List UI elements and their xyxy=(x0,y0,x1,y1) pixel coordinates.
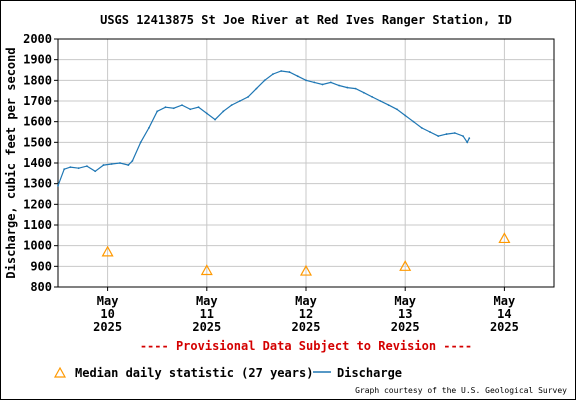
median-triangle-marker xyxy=(498,232,511,244)
y-tick-label: 800 xyxy=(30,280,52,294)
x-tick-label: May xyxy=(394,294,416,308)
x-tick-label: 11 xyxy=(200,307,214,321)
x-tick-label: 2025 xyxy=(391,320,420,334)
discharge-point xyxy=(362,91,365,94)
discharge-point xyxy=(57,184,59,187)
y-tick-label: 1800 xyxy=(23,73,52,87)
provisional-note: ---- Provisional Data Subject to Revisio… xyxy=(140,339,472,353)
discharge-point xyxy=(313,81,316,84)
discharge-point xyxy=(387,104,390,107)
x-tick-label: May xyxy=(196,294,218,308)
discharge-point xyxy=(197,106,200,109)
legend-triangle-icon xyxy=(53,366,67,378)
discharge-point xyxy=(453,132,456,134)
y-tick-label: 1300 xyxy=(23,177,52,191)
y-tick-label: 1900 xyxy=(23,53,52,67)
discharge-point xyxy=(63,168,66,171)
discharge-point xyxy=(205,112,208,115)
discharge-point xyxy=(189,108,192,111)
y-tick-label: 900 xyxy=(30,259,52,273)
discharge-point xyxy=(247,95,250,98)
y-tick-label: 1600 xyxy=(23,115,52,129)
median-triangle-marker xyxy=(299,264,313,276)
discharge-point xyxy=(412,120,415,123)
y-tick-label: 2000 xyxy=(23,32,52,46)
discharge-point xyxy=(222,110,225,113)
discharge-point xyxy=(94,170,97,173)
x-tick-label: 2025 xyxy=(490,320,519,334)
x-tick-label: 2025 xyxy=(292,320,321,334)
discharge-line xyxy=(57,70,470,186)
discharge-point xyxy=(255,87,258,90)
discharge-point xyxy=(329,81,332,84)
discharge-point xyxy=(172,107,175,110)
median-triangle-marker xyxy=(101,245,114,257)
y-tick-label: 1500 xyxy=(23,135,52,149)
chart-title: USGS 12413875 St Joe River at Red Ives R… xyxy=(100,13,512,27)
discharge-point xyxy=(445,133,448,135)
discharge-point xyxy=(164,106,167,109)
discharge-point xyxy=(462,135,464,138)
discharge-point xyxy=(429,131,431,133)
legend-label-median: Median daily statistic (27 years) xyxy=(75,366,313,380)
discharge-point xyxy=(110,163,113,165)
discharge-point xyxy=(214,118,216,121)
x-tick-label: 14 xyxy=(497,307,511,321)
discharge-point xyxy=(69,166,72,169)
discharge-point xyxy=(396,108,398,111)
plot-area-border xyxy=(57,38,555,288)
discharge-point xyxy=(437,135,440,138)
discharge-point xyxy=(127,164,130,166)
discharge-point xyxy=(131,160,134,162)
y-tick-label: 1700 xyxy=(23,94,52,108)
discharge-point xyxy=(230,104,233,107)
discharge-point xyxy=(321,83,324,86)
discharge-point xyxy=(272,73,274,76)
discharge-point xyxy=(420,126,423,129)
discharge-point xyxy=(77,167,80,170)
x-tick-label: May xyxy=(494,294,516,308)
discharge-point xyxy=(181,104,183,107)
discharge-point xyxy=(379,100,382,102)
y-axis-label: Discharge, cubic feet per second xyxy=(4,47,18,278)
median-triangle-marker xyxy=(399,260,412,271)
discharge-point xyxy=(238,100,241,102)
discharge-point xyxy=(263,79,266,82)
median-triangle-marker xyxy=(200,264,213,276)
discharge-point xyxy=(468,137,471,140)
discharge-point xyxy=(338,84,340,87)
discharge-point xyxy=(466,141,469,144)
x-tick-label: 2025 xyxy=(192,320,221,334)
discharge-point xyxy=(148,126,150,129)
x-tick-label: May xyxy=(295,294,317,308)
x-tick-label: 13 xyxy=(398,307,412,321)
discharge-point xyxy=(156,110,159,113)
discharge-point xyxy=(346,86,349,89)
discharge-point xyxy=(119,162,121,164)
discharge-point xyxy=(86,165,88,168)
discharge-point xyxy=(354,87,357,90)
discharge-point xyxy=(102,164,105,166)
discharge-point xyxy=(296,75,299,78)
graph-credit: Graph courtesy of the U.S. Geological Su… xyxy=(355,386,567,395)
discharge-point xyxy=(288,71,291,73)
discharge-point xyxy=(305,79,307,82)
x-tick-label: 12 xyxy=(299,307,313,321)
discharge-point xyxy=(139,141,142,144)
y-tick-label: 1400 xyxy=(23,156,52,170)
x-tick-label: 2025 xyxy=(93,320,122,334)
legend-label-discharge: Discharge xyxy=(337,366,402,380)
discharge-point xyxy=(280,70,283,72)
x-tick-label: 10 xyxy=(100,307,114,321)
discharge-point xyxy=(371,95,374,98)
y-tick-label: 1000 xyxy=(23,239,52,253)
discharge-point xyxy=(404,114,407,117)
y-tick-label: 1200 xyxy=(23,197,52,211)
x-tick-label: May xyxy=(97,294,119,308)
y-tick-label: 1100 xyxy=(23,218,52,232)
